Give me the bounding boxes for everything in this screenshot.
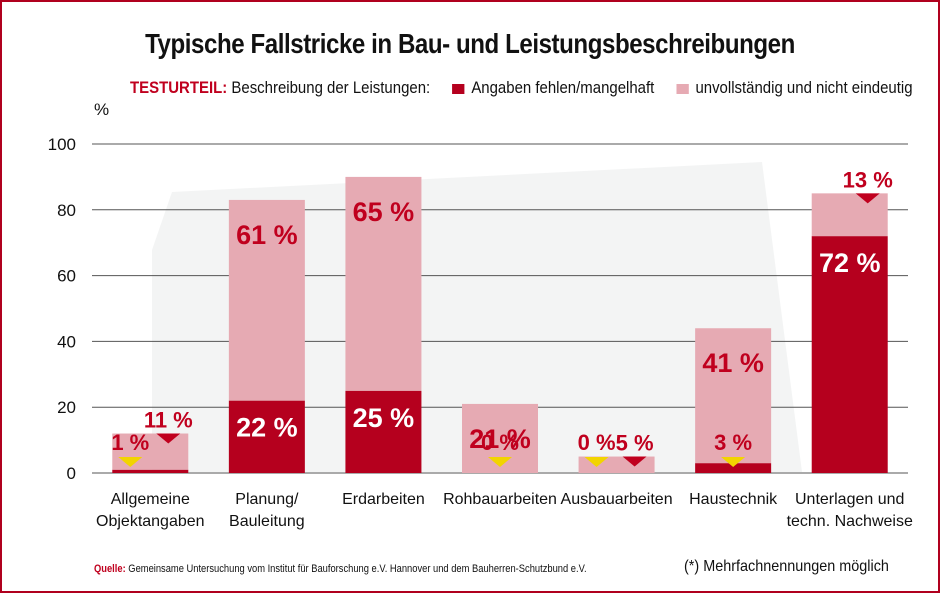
legend-swatch-missing <box>451 83 465 94</box>
bar-incomplete <box>695 328 772 464</box>
category-label: Allgemeine <box>111 491 190 508</box>
marker-incomplete <box>622 456 647 467</box>
marker-missing <box>488 457 512 467</box>
source-text: Gemeinsame Untersuchung vom Institut für… <box>128 563 587 575</box>
legend-verdict-label: TESTURTEIL: <box>130 78 228 97</box>
background-photo-panel <box>152 162 802 472</box>
value-label-missing: 22 % <box>236 413 298 443</box>
value-label-missing: 72 % <box>819 248 881 278</box>
category-label: Erdarbeiten <box>342 491 425 508</box>
bar-missing <box>811 236 888 473</box>
value-label-incomplete: 61 % <box>236 220 298 250</box>
category-label: Unterlagen und <box>795 491 904 508</box>
y-axis-unit: % <box>94 100 110 119</box>
value-label-incomplete: 65 % <box>353 197 415 227</box>
marker-incomplete <box>156 433 181 444</box>
category-label: Rohbauarbeiten <box>443 491 557 508</box>
category-label: Bauleitung <box>229 513 305 530</box>
y-tick-label: 80 <box>57 201 76 220</box>
value-label-missing: 1 % <box>111 430 149 455</box>
y-tick-label: 60 <box>57 267 76 286</box>
bar-missing <box>112 469 189 473</box>
legend-swatch-incomplete <box>676 83 689 94</box>
bar-missing <box>228 400 305 473</box>
source-note: Quelle: Gemeinsame Untersuchung vom Inst… <box>94 563 587 575</box>
legend: TESTURTEIL: Beschreibung der Leistungen:… <box>130 78 913 98</box>
marker-missing <box>118 457 143 467</box>
category-label: Ausbauarbeiten <box>561 491 673 508</box>
bar-incomplete <box>228 199 305 401</box>
value-label-incomplete: 13 % <box>843 167 893 192</box>
marker-incomplete <box>855 193 880 204</box>
bar-missing <box>345 390 422 473</box>
value-label-missing: 0 % <box>481 430 519 455</box>
legend-description: Beschreibung der Leistungen: <box>231 78 431 97</box>
y-tick-label: 0 <box>67 464 76 483</box>
category-label: techn. Nachweise <box>787 513 913 530</box>
y-tick-label: 100 <box>48 135 76 154</box>
value-label-missing: 0 % <box>578 430 616 455</box>
y-tick-label: 20 <box>57 398 76 417</box>
value-label-incomplete: 11 % <box>144 408 193 433</box>
value-label-incomplete: 5 % <box>616 431 654 456</box>
category-label: Planung/ <box>235 491 299 508</box>
value-label-missing: 25 % <box>353 403 415 433</box>
source-label: Quelle: <box>94 563 126 575</box>
value-label-incomplete: 41 % <box>702 348 764 378</box>
chart-title: Typische Fallstricke in Bau- und Leistun… <box>145 28 795 59</box>
y-tick-label: 40 <box>57 332 76 351</box>
bar-missing <box>695 463 772 473</box>
bar-incomplete <box>112 433 189 470</box>
bar-incomplete <box>345 176 422 391</box>
footnote: (*) Mehrfachnennungen möglich <box>684 558 889 575</box>
category-label: Haustechnik <box>689 491 778 508</box>
bar-incomplete <box>811 193 888 237</box>
legend-item-incomplete: unvollständig und nicht eindeutig <box>695 78 913 97</box>
value-label-incomplete: 21 % <box>469 424 531 454</box>
category-label: Objektangaben <box>96 513 205 530</box>
marker-missing <box>721 457 746 467</box>
legend-item-missing: Angaben fehlen/mangelhaft <box>471 78 655 97</box>
marker-missing <box>584 457 609 467</box>
value-label-missing: 3 % <box>714 430 752 455</box>
